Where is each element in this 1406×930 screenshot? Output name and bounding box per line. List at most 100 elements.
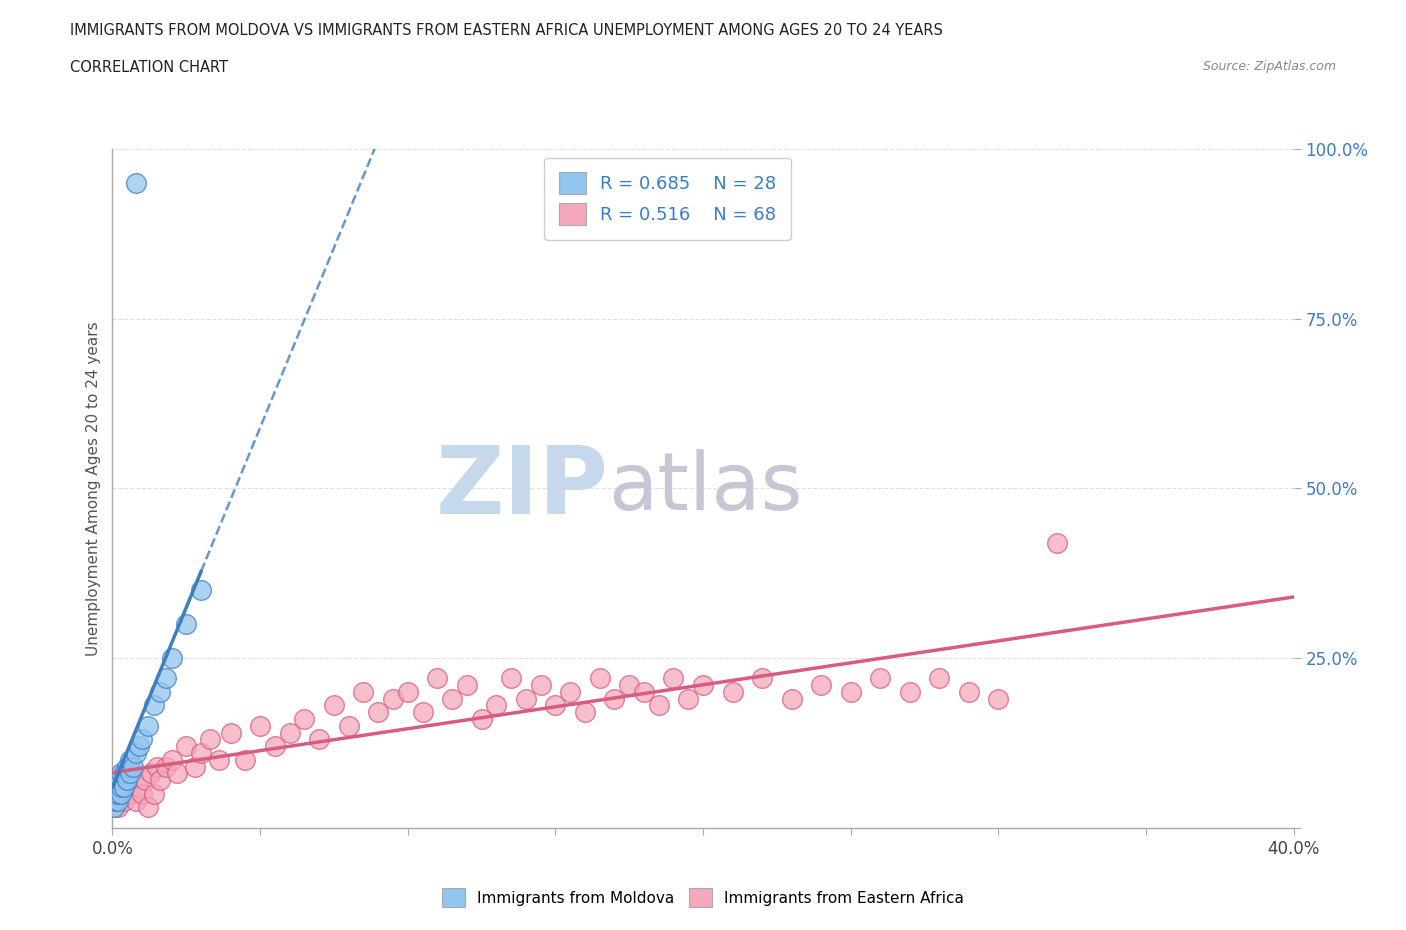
Point (103, 800, 125, 815)
Point (588, 671, 610, 685)
Text: ZIP: ZIP (436, 443, 609, 534)
Text: CORRELATION CHART: CORRELATION CHART (70, 60, 228, 75)
Point (125, 175, 148, 191)
Point (110, 766, 132, 781)
Legend: Immigrants from Moldova, Immigrants from Eastern Africa: Immigrants from Moldova, Immigrants from… (436, 883, 970, 913)
Point (869, 671, 891, 685)
Point (208, 752, 231, 767)
Point (136, 718, 159, 733)
Point (678, 691, 700, 706)
Point (411, 705, 433, 720)
Point (117, 759, 138, 774)
Point (142, 698, 165, 713)
Point (219, 725, 242, 740)
Point (529, 678, 551, 693)
Y-axis label: Unemployment Among Ages 20 to 24 years: Unemployment Among Ages 20 to 24 years (86, 321, 101, 656)
Point (367, 705, 389, 720)
Point (104, 787, 127, 802)
Point (426, 671, 449, 685)
Point (134, 773, 156, 788)
Point (292, 711, 315, 726)
Point (957, 684, 980, 699)
Point (174, 617, 197, 631)
Point (647, 698, 671, 713)
Point (619, 678, 641, 693)
Point (122, 766, 145, 781)
Point (233, 752, 256, 767)
Point (107, 800, 129, 815)
Point (117, 773, 138, 788)
Point (352, 684, 374, 699)
Point (751, 671, 773, 685)
Point (160, 651, 183, 666)
Point (633, 684, 655, 699)
Point (110, 779, 132, 794)
Point (501, 671, 523, 685)
Point (485, 698, 508, 713)
Point (190, 746, 212, 761)
Point (323, 698, 346, 713)
Point (149, 684, 172, 699)
Point (160, 752, 183, 767)
Point (107, 793, 129, 808)
Point (122, 759, 145, 774)
Point (104, 787, 127, 802)
Point (112, 766, 135, 781)
Point (120, 752, 142, 767)
Point (558, 684, 582, 699)
Point (107, 787, 129, 802)
Point (107, 773, 129, 788)
Point (184, 759, 207, 774)
Point (128, 738, 150, 753)
Point (470, 711, 494, 726)
Point (174, 738, 197, 753)
Point (149, 773, 172, 788)
Point (136, 800, 159, 815)
Point (544, 698, 567, 713)
Point (308, 732, 330, 747)
Point (574, 705, 596, 720)
Point (264, 738, 287, 753)
Point (117, 779, 138, 794)
Text: IMMIGRANTS FROM MOLDOVA VS IMMIGRANTS FROM EASTERN AFRICA UNEMPLOYMENT AMONG AGE: IMMIGRANTS FROM MOLDOVA VS IMMIGRANTS FR… (70, 23, 943, 38)
Point (166, 766, 188, 781)
Point (441, 691, 464, 706)
Point (120, 766, 142, 781)
Point (337, 718, 360, 733)
Point (839, 684, 862, 699)
Point (662, 671, 685, 685)
Point (382, 691, 405, 706)
Point (603, 691, 626, 706)
Point (146, 759, 169, 774)
Point (112, 779, 135, 794)
Point (139, 766, 162, 781)
Point (928, 671, 950, 685)
Text: Source: ZipAtlas.com: Source: ZipAtlas.com (1202, 60, 1336, 73)
Point (987, 691, 1010, 706)
Point (898, 684, 921, 699)
Point (396, 684, 419, 699)
Point (515, 691, 537, 706)
Point (128, 779, 150, 794)
Text: atlas: atlas (609, 449, 803, 527)
Point (125, 746, 148, 761)
Point (721, 684, 744, 699)
Point (1046, 535, 1069, 550)
Point (278, 725, 301, 740)
Point (125, 793, 148, 808)
Point (810, 678, 832, 693)
Point (190, 582, 212, 598)
Point (104, 793, 127, 808)
Point (104, 779, 127, 794)
Point (249, 718, 271, 733)
Point (198, 732, 221, 747)
Legend: R = 0.685    N = 28, R = 0.516    N = 68: R = 0.685 N = 28, R = 0.516 N = 68 (544, 158, 790, 240)
Point (456, 678, 478, 693)
Point (120, 787, 142, 802)
Point (131, 732, 153, 747)
Point (155, 759, 177, 774)
Point (142, 787, 165, 802)
Point (155, 671, 177, 685)
Point (110, 773, 132, 788)
Point (692, 678, 714, 693)
